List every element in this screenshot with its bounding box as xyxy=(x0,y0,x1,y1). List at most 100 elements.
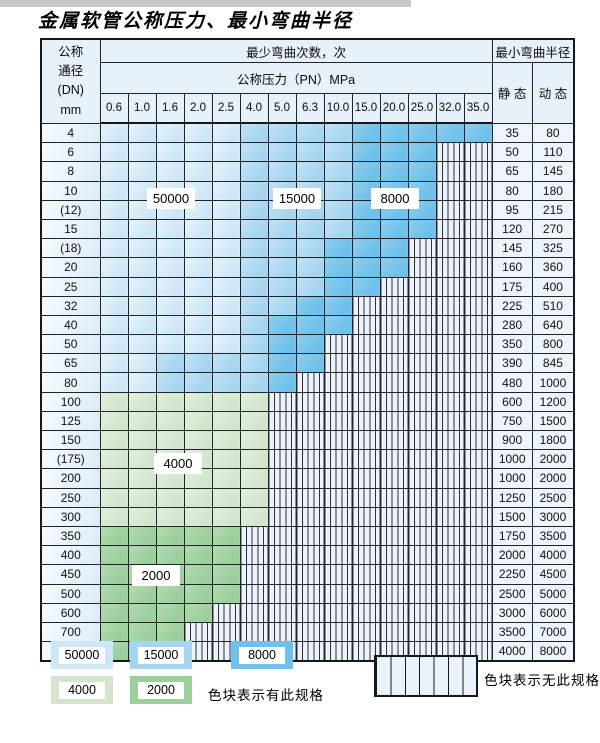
no-spec-cell xyxy=(323,602,353,623)
static-radius-cell: 175 xyxy=(491,276,533,297)
no-spec-cell xyxy=(435,468,465,489)
dynamic-radius-cell: 5000 xyxy=(531,583,575,604)
spec-cell-g2 xyxy=(155,621,185,643)
dynamic-radius-cell: 640 xyxy=(531,314,575,336)
spec-cell-b1 xyxy=(183,161,213,182)
spec-cell-b1 xyxy=(155,142,185,163)
no-spec-cell xyxy=(463,142,493,163)
no-spec-cell xyxy=(323,468,353,489)
spec-cell-g2 xyxy=(127,545,157,566)
spec-cell-g1 xyxy=(183,506,213,527)
legend-swatch-value: 4000 xyxy=(59,681,105,699)
no-spec-cell xyxy=(379,429,409,451)
no-spec-cell xyxy=(267,487,297,508)
no-spec-cell xyxy=(351,564,381,585)
spec-cell-b2 xyxy=(323,142,353,163)
spec-cell-g1 xyxy=(127,410,157,432)
zone-cycles-label: 8000 xyxy=(371,188,419,209)
no-spec-cell xyxy=(435,564,465,585)
no-spec-cell xyxy=(295,545,325,566)
no-spec-cell xyxy=(463,238,493,259)
spec-cell-b3 xyxy=(295,295,325,316)
spec-cell-b2 xyxy=(239,199,269,220)
spec-cell-b2 xyxy=(267,276,297,297)
no-spec-cell xyxy=(463,506,493,527)
spec-cell-g1 xyxy=(211,449,241,470)
spec-cell-g2 xyxy=(99,525,129,547)
static-radius-cell: 600 xyxy=(491,391,533,412)
spec-cell-b3 xyxy=(267,314,297,336)
no-spec-cell xyxy=(379,372,409,393)
no-spec-cell xyxy=(435,391,465,412)
dynamic-radius-cell: 1500 xyxy=(531,410,575,432)
no-spec-cell xyxy=(463,391,493,412)
spec-cell-b1 xyxy=(99,122,129,144)
spec-cell-b2 xyxy=(239,180,269,201)
no-spec-cell xyxy=(183,621,213,643)
no-spec-cell xyxy=(295,621,325,643)
spec-cell-b1 xyxy=(211,334,241,355)
no-spec-cell xyxy=(463,487,493,508)
no-spec-cell xyxy=(435,449,465,470)
spec-cell-g1 xyxy=(99,429,129,451)
min-bend-cycles-header: 最少弯曲次数，次 xyxy=(99,38,493,63)
static-radius-cell: 390 xyxy=(491,353,533,374)
no-spec-cell xyxy=(407,295,437,316)
no-spec-cell xyxy=(295,372,325,393)
dn-cell: 32 xyxy=(40,295,101,316)
dn-cell: 25 xyxy=(40,276,101,297)
dynamic-radius-cell: 400 xyxy=(531,276,575,297)
no-spec-cell xyxy=(379,353,409,374)
static-radius-cell: 750 xyxy=(491,410,533,432)
no-spec-cell xyxy=(407,468,437,489)
no-spec-cell xyxy=(407,545,437,566)
no-spec-cell xyxy=(379,391,409,412)
spec-cell-g2 xyxy=(99,602,129,623)
static-radius-cell: 350 xyxy=(491,334,533,355)
zone-cycles-label: 50000 xyxy=(147,188,195,209)
no-spec-cell xyxy=(323,487,353,508)
spec-cell-b1 xyxy=(99,334,129,355)
spec-cell-b1 xyxy=(99,142,129,163)
static-radius-cell: 2000 xyxy=(491,545,533,566)
legend-swatch-value: 50000 xyxy=(59,646,105,664)
spec-cell-g1 xyxy=(239,487,269,508)
no-spec-cell xyxy=(323,525,353,547)
spec-cell-g2 xyxy=(183,583,213,604)
dynamic-radius-header: 动 态 xyxy=(531,62,575,124)
no-spec-cell xyxy=(351,468,381,489)
spec-cell-b1 xyxy=(99,199,129,220)
no-spec-cell xyxy=(351,353,381,374)
no-spec-cell xyxy=(435,621,465,643)
spec-cell-g2 xyxy=(155,583,185,604)
table-row: 15 120 270 xyxy=(40,218,575,240)
spec-cell-b1 xyxy=(155,238,185,259)
spec-cell-g1 xyxy=(239,468,269,489)
static-radius-cell: 480 xyxy=(491,372,533,393)
table-row: 25 175 400 xyxy=(40,276,575,297)
dn-cell: (175) xyxy=(40,449,101,470)
spec-cell-b3 xyxy=(463,122,493,144)
table-row: 700 3500 7000 xyxy=(40,621,575,643)
pressure-column-header: 1.0 xyxy=(127,93,157,124)
spec-cell-g1 xyxy=(99,410,129,432)
dn-header-line: (DN) xyxy=(57,83,84,98)
no-spec-cell xyxy=(435,334,465,355)
spec-cell-g1 xyxy=(239,391,269,412)
no-spec-cell xyxy=(267,468,297,489)
spec-cell-b3 xyxy=(379,161,409,182)
spec-cell-g1 xyxy=(211,506,241,527)
static-radius-cell: 50 xyxy=(491,142,533,163)
table-row: 450 2250 4500 xyxy=(40,564,575,585)
spec-cell-b1 xyxy=(127,122,157,144)
static-radius-cell: 120 xyxy=(491,218,533,240)
no-spec-cell xyxy=(463,180,493,201)
spec-cell-b1 xyxy=(211,238,241,259)
legend-swatch-2000: 2000 xyxy=(130,676,192,704)
dn-cell: 350 xyxy=(40,525,101,547)
dynamic-radius-cell: 180 xyxy=(531,180,575,201)
spec-cell-b1 xyxy=(155,257,185,278)
dn-header-line: 公称 xyxy=(58,44,84,59)
spec-cell-b2 xyxy=(323,161,353,182)
spec-cell-b3 xyxy=(351,257,381,278)
